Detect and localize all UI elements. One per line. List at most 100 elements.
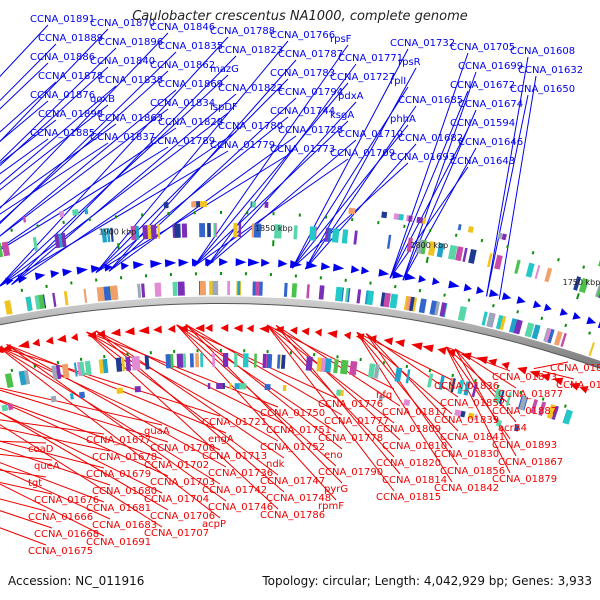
- reverse-gene-arrow: [2, 343, 12, 352]
- scale-tick: [117, 243, 120, 250]
- feature-box: [96, 286, 105, 302]
- leader-line: [0, 119, 57, 164]
- reverse-gene-label: CCNA_01742: [202, 485, 267, 496]
- leader-line: [0, 85, 117, 185]
- leader-line: [0, 427, 111, 452]
- feature-box: [252, 281, 256, 296]
- forward-gene-arrow: [278, 259, 288, 268]
- feature-box: [494, 254, 503, 270]
- feature-box: [207, 223, 211, 238]
- feature-box: [427, 373, 434, 388]
- leader-line: [95, 330, 285, 459]
- feature-box: [55, 364, 62, 380]
- forward-gene-label: CCNA_01838: [98, 75, 163, 86]
- feature-box: [25, 296, 33, 312]
- reverse-gene-label: CCNA_01677: [86, 435, 151, 446]
- leader-line: [0, 411, 169, 511]
- leader-line: [0, 51, 177, 225]
- feature-box: [383, 292, 391, 308]
- leader-line: [0, 100, 49, 142]
- forward-gene-label: CCNA_01783: [270, 68, 335, 79]
- forward-gene-label: ksgA: [330, 110, 354, 121]
- leader-line: [266, 324, 395, 390]
- feature-box: [233, 223, 238, 238]
- feature-box: [191, 201, 197, 208]
- forward-gene-arrow: [475, 286, 485, 295]
- feature-box: [50, 395, 57, 403]
- feature-box: [598, 260, 600, 268]
- feature-box: [137, 283, 142, 298]
- reverse-gene-label: CCNA_01703: [150, 477, 215, 488]
- forward-gene-arrow: [5, 277, 14, 286]
- leader-line: [365, 333, 459, 466]
- forward-gene-arrow: [597, 321, 600, 328]
- forward-gene-label: CCNA_01863: [98, 113, 163, 124]
- minor-tick: [451, 373, 455, 378]
- leader-line: [0, 389, 169, 443]
- reverse-gene-label: CCNA_01830: [434, 449, 499, 460]
- leader-line: [402, 147, 477, 281]
- reverse-gene-arrow: [167, 324, 176, 333]
- leader-line: [95, 40, 289, 273]
- feature-box: [306, 284, 310, 299]
- forward-gene-label: CCNA_01727: [330, 72, 395, 83]
- feature-box: [534, 264, 541, 280]
- feature-box: [252, 201, 256, 208]
- feature-box: [416, 216, 424, 224]
- forward-gene-arrow: [378, 268, 390, 277]
- reverse-gene-label: CCNA_01842: [434, 483, 499, 494]
- leader-line: [95, 154, 289, 273]
- feature-box: [573, 276, 582, 291]
- feature-box: [103, 286, 112, 301]
- reverse-gene-arrow: [488, 358, 498, 367]
- forward-gene-label: CCNA_01632: [518, 65, 583, 76]
- reverse-gene-arrow: [552, 377, 564, 386]
- feature-box: [393, 213, 400, 220]
- feature-box: [436, 242, 445, 258]
- leader-line: [0, 510, 53, 529]
- leader-line: [0, 411, 163, 494]
- forward-gene-label: CCNA_01771: [338, 53, 403, 64]
- leader-line: [445, 346, 511, 474]
- feature-box: [560, 332, 567, 348]
- minor-tick: [467, 298, 471, 302]
- feature-box: [84, 360, 92, 376]
- feature-box: [52, 365, 58, 380]
- reverse-gene-label: CCNA_01747: [260, 476, 325, 487]
- feature-box: [251, 223, 255, 238]
- feature-box: [389, 293, 395, 308]
- forward-gene-arrow: [532, 300, 542, 309]
- feature-box: [102, 358, 109, 374]
- forward-gene-label: qoxB: [90, 94, 115, 105]
- feature-box: [487, 253, 493, 268]
- leader-line: [0, 462, 105, 503]
- reverse-gene-label: acpP: [202, 519, 226, 530]
- reverse-gene-arrow: [205, 324, 213, 333]
- feature-box: [514, 259, 521, 274]
- minor-tick: [405, 364, 409, 369]
- reverse-gene-label: CCNA_01681: [86, 503, 151, 514]
- leader-line: [0, 142, 109, 215]
- feature-box: [110, 285, 119, 301]
- forward-gene-arrow: [488, 289, 500, 297]
- reverse-gene-label: tgt: [28, 478, 42, 489]
- reverse-gene-arrow: [383, 337, 394, 346]
- feature-box: [283, 282, 288, 297]
- forward-gene-labels: CCNA_01891 CCNA_01889 CCNA_01886 CCNA_01878…: [30, 14, 583, 167]
- reverse-gene-label: CCNA_01856: [440, 466, 505, 477]
- leader-line: [0, 346, 221, 451]
- forward-gene-arrow: [360, 266, 370, 275]
- forward-gene-arrow: [392, 270, 405, 279]
- minor-tick: [474, 378, 477, 383]
- leader-line: [0, 66, 109, 167]
- reverse-gene-label: CCNA_01786: [260, 510, 325, 521]
- minor-tick: [429, 228, 432, 233]
- feature-box: [454, 409, 462, 417]
- forward-gene-arrow: [261, 258, 271, 267]
- reverse-gene-arrow: [529, 370, 541, 379]
- reverse-gene-label: CCNA_01814: [382, 475, 447, 486]
- forward-gene-label: CCNA_01823: [218, 45, 283, 56]
- forward-gene-label: CCNA_01787: [278, 49, 343, 60]
- minor-tick: [428, 369, 432, 373]
- feature-box: [212, 353, 215, 368]
